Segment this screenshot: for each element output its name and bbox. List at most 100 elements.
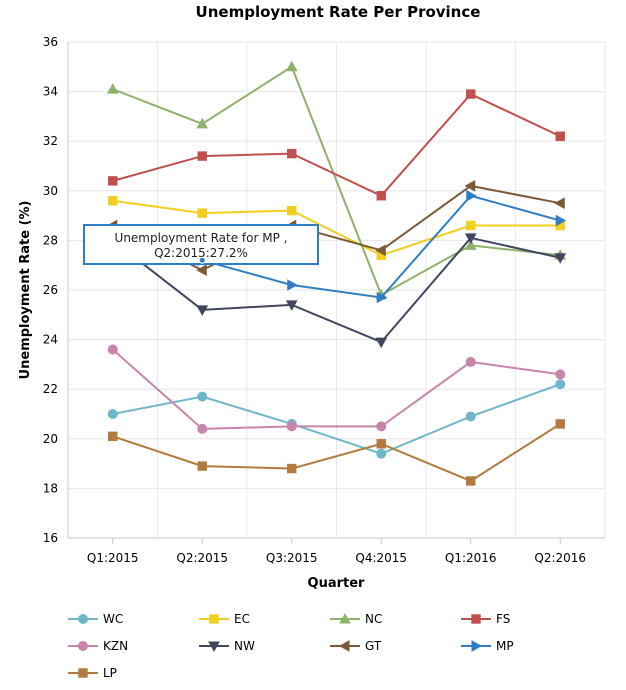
data-point-gt-q1-2016[interactable] (464, 179, 476, 192)
data-point-lp-q1-2016[interactable] (466, 476, 476, 486)
data-point-nc-q3-2015[interactable] (285, 60, 298, 72)
data-point-mp-q3-2015[interactable] (287, 279, 298, 291)
grid-lines (67, 41, 606, 539)
y-tick-label: 16 (43, 531, 58, 545)
series-line-kzn[interactable] (112, 348, 561, 430)
data-point-fs-q3-2015[interactable] (287, 148, 297, 159)
series-kzn[interactable] (107, 344, 566, 434)
data-point-nw-q3-2015[interactable] (285, 300, 298, 311)
data-point-fs-q1-2015[interactable] (108, 176, 118, 186)
series-fs[interactable] (108, 89, 565, 201)
data-point-ec-q2-2015[interactable] (197, 208, 207, 218)
x-tick-label: Q1:2016 (445, 551, 497, 565)
y-tick-label: 34 (43, 85, 58, 99)
data-point-wc-q4-2015[interactable] (376, 448, 387, 459)
data-point-kzn-q3-2015[interactable] (286, 421, 297, 432)
tooltip-anchor-point (198, 256, 206, 264)
data-point-lp-q2-2016[interactable] (555, 419, 565, 429)
data-point-mp-q4-2015[interactable] (376, 291, 388, 304)
legend-item-kzn[interactable]: KZN (68, 639, 128, 653)
data-point-gt-q2-2015[interactable] (196, 264, 207, 277)
y-tick-label: 36 (43, 35, 58, 49)
data-point-nw-q2-2016[interactable] (554, 253, 567, 264)
data-point-wc-q1-2016[interactable] (465, 411, 476, 422)
axes: 16 18 20 22 24 26 28 30 32 34 36 Q1:2015 Q2:2015 Q3:2… (43, 35, 605, 565)
x-tick-label: Q2:2016 (534, 551, 586, 565)
chart-title: Unemployment Rate Per Province (196, 3, 481, 21)
data-point-lp-q3-2015[interactable] (287, 463, 297, 474)
y-tick-label: 28 (43, 233, 58, 247)
data-point-kzn-q4-2015[interactable] (376, 421, 387, 432)
legend[interactable]: WC EC NC FS KZN NW GT MP LP (68, 612, 514, 680)
series-line-nw[interactable] (112, 236, 561, 344)
legend-marker[interactable] (471, 640, 483, 652)
data-point-gt-q4-2015[interactable] (375, 244, 386, 257)
legend-item-mp[interactable]: MP (461, 639, 514, 653)
series-line-wc[interactable] (112, 383, 561, 455)
data-point-ec-q1-2016[interactable] (466, 220, 476, 231)
data-point-wc-q2-2016[interactable] (555, 379, 566, 390)
y-tick-label: 24 (43, 333, 58, 347)
legend-label: NW (234, 639, 255, 653)
legend-item-ec[interactable]: EC (199, 612, 250, 626)
data-point-lp-q1-2015[interactable] (108, 431, 118, 442)
data-point-mp-q2-2016[interactable] (555, 214, 567, 227)
series-wc[interactable] (107, 379, 566, 459)
data-point-lp-q2-2015[interactable] (197, 461, 207, 471)
data-point-kzn-q1-2015[interactable] (107, 344, 118, 355)
legend-marker[interactable] (78, 641, 88, 651)
data-point-wc-q2-2015[interactable] (197, 391, 208, 402)
legend-marker[interactable] (78, 668, 88, 678)
chart-tooltip: Unemployment Rate for MP ,Q2:2015:27.2% (83, 224, 319, 265)
series-line-nc[interactable] (112, 65, 561, 297)
tooltip-line-1: Unemployment Rate for MP , (115, 231, 288, 245)
legend-item-nw[interactable]: NW (199, 639, 255, 653)
legend-marker[interactable] (209, 614, 219, 624)
data-point-nc-q1-2016[interactable] (464, 239, 477, 250)
data-point-ec-q1-2015[interactable] (108, 196, 118, 206)
data-point-fs-q2-2015[interactable] (197, 151, 207, 161)
data-point-nw-q2-2015[interactable] (196, 305, 209, 316)
legend-item-nc[interactable]: NC (330, 612, 382, 626)
series-line-lp[interactable] (112, 423, 561, 483)
legend-item-lp[interactable]: LP (68, 666, 117, 680)
legend-label: MP (496, 639, 514, 653)
data-point-nc-q2-2015[interactable] (196, 117, 209, 129)
data-point-ec-q3-2015[interactable] (287, 205, 297, 216)
legend-item-fs[interactable]: FS (461, 612, 510, 626)
legend-marker[interactable] (208, 641, 220, 653)
data-point-kzn-q1-2016[interactable] (465, 356, 476, 367)
legend-label: WC (103, 612, 123, 626)
series-line-ec[interactable] (112, 199, 561, 257)
y-tick-label: 30 (43, 184, 58, 198)
legend-marker[interactable] (471, 614, 481, 624)
series-line-fs[interactable] (112, 92, 561, 197)
y-axis-title: Unemployment Rate (%) (18, 201, 33, 380)
data-point-lp-q4-2015[interactable] (376, 439, 386, 449)
data-point-fs-q2-2016[interactable] (555, 131, 565, 141)
legend-label: EC (234, 612, 250, 626)
legend-marker[interactable] (338, 640, 350, 652)
data-point-nw-q4-2015[interactable] (375, 337, 388, 349)
data-point-nw-q1-2016[interactable] (464, 233, 477, 244)
legend-marker[interactable] (339, 612, 351, 624)
x-axis-title: Quarter (308, 576, 366, 591)
legend-item-gt[interactable]: GT (330, 639, 382, 653)
data-point-gt-q2-2016[interactable] (554, 197, 565, 210)
data-point-fs-q4-2015[interactable] (376, 191, 386, 201)
y-tick-label: 32 (43, 134, 58, 148)
x-tick-label: Q1:2015 (87, 551, 139, 565)
series-lp[interactable] (108, 419, 565, 486)
legend-item-wc[interactable]: WC (68, 612, 123, 626)
data-point-nc-q1-2015[interactable] (106, 83, 119, 94)
data-point-mp-q1-2016[interactable] (466, 189, 477, 202)
y-tick-label: 26 (43, 283, 58, 297)
legend-label: FS (496, 612, 510, 626)
data-point-kzn-q2-2016[interactable] (555, 369, 566, 380)
data-point-wc-q1-2015[interactable] (107, 409, 118, 419)
data-point-fs-q1-2016[interactable] (466, 89, 476, 99)
legend-marker[interactable] (78, 614, 88, 624)
data-point-kzn-q2-2015[interactable] (197, 423, 208, 434)
tooltip-line-2: Q2:2015:27.2% (154, 246, 248, 260)
